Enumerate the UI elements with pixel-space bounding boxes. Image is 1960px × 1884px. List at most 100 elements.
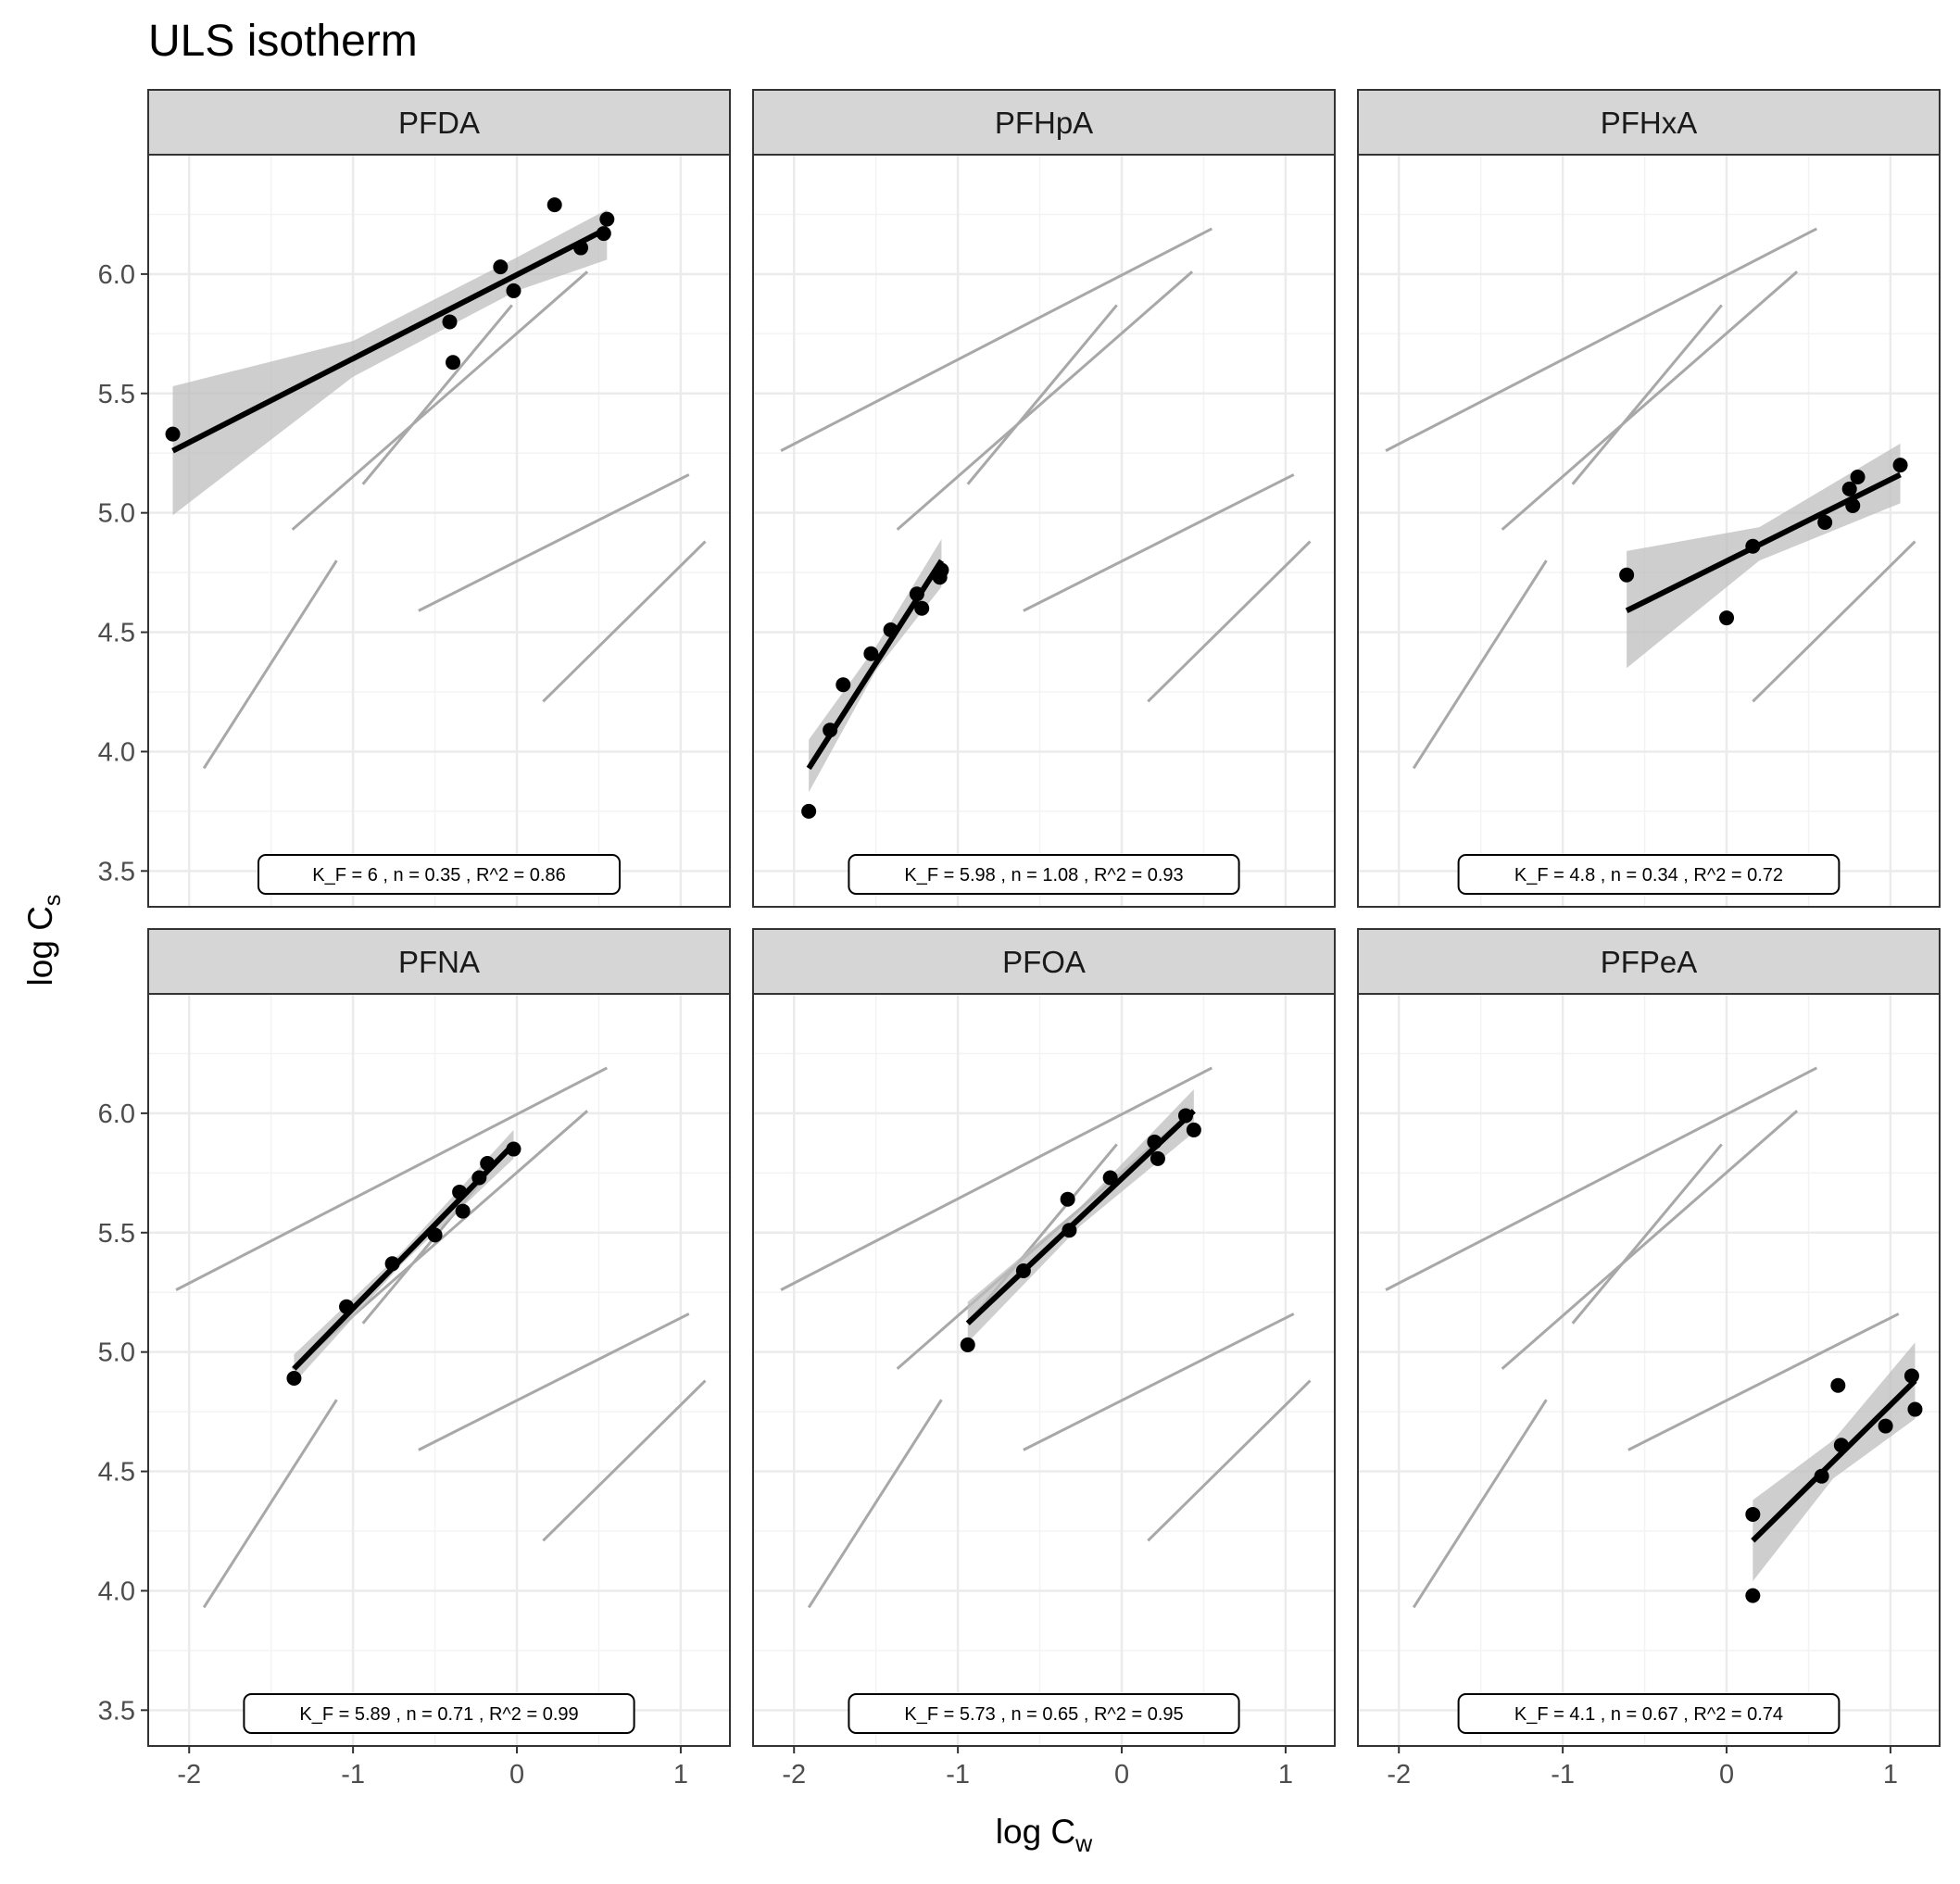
data-point <box>471 1170 487 1186</box>
y-tick-label: 5.0 <box>98 499 135 529</box>
x-tick-label: -1 <box>946 1760 970 1790</box>
data-point <box>573 240 589 256</box>
data-point <box>934 562 949 578</box>
panel-background <box>1358 155 1940 907</box>
reference-fit-line <box>966 304 1118 485</box>
isotherm-params-label: K_F = 4.8 , n = 0.34 , R^2 = 0.72 <box>1514 865 1783 885</box>
x-tick-label: -2 <box>177 1760 201 1790</box>
isotherm-params-box <box>848 854 1240 895</box>
strip-label: PFHxA <box>1601 106 1698 140</box>
y-tick-label: 4.0 <box>98 1576 135 1606</box>
panel-border <box>1357 154 1941 908</box>
reference-fit-line <box>1571 1143 1723 1325</box>
x-tick-label: -2 <box>782 1760 806 1790</box>
data-point <box>1102 1170 1118 1186</box>
x-axis-label-sub: w <box>1074 1831 1093 1857</box>
strip-background <box>1357 928 1941 995</box>
y-axis-label-main: log C <box>21 906 59 986</box>
reference-fit-line <box>361 304 513 485</box>
data-point <box>823 722 838 738</box>
panel-pfpea: PFPeA K_F = 4.1 , n = 0.67 , R^2 = 0.74 -2… <box>1357 928 1941 1790</box>
reference-fit-line <box>542 540 707 703</box>
data-point <box>506 1141 521 1157</box>
data-point <box>960 1337 975 1352</box>
reference-fit-line <box>1412 1399 1548 1609</box>
data-point <box>1150 1150 1165 1166</box>
strip-background <box>147 928 731 995</box>
data-point <box>442 314 458 330</box>
panel-pfda: PFDA K_F = 6 , n = 0.35 , R^2 = 0.86 3.5 4.… <box>98 89 731 908</box>
reference-fit-line <box>1023 473 1295 612</box>
data-point <box>801 803 817 819</box>
data-point <box>1745 1588 1761 1603</box>
data-point <box>452 1184 468 1199</box>
data-point <box>1814 1468 1829 1484</box>
y-axis-label-sub: s <box>40 895 66 907</box>
reference-fit-line <box>1752 540 1916 703</box>
isotherm-params-box <box>848 1693 1240 1734</box>
strip-label: PFOA <box>1002 945 1086 979</box>
y-tick-label: 3.5 <box>98 1696 135 1726</box>
panel-border <box>147 993 731 1747</box>
data-point <box>384 1256 400 1272</box>
reference-fit-line <box>542 1379 707 1542</box>
reference-fit-line <box>1501 1110 1799 1370</box>
data-point <box>599 211 615 227</box>
reference-fit-line <box>896 270 1194 531</box>
y-tick-label: 4.5 <box>98 619 135 648</box>
reference-fit-line <box>1385 227 1818 452</box>
reference-fit-line <box>1501 270 1799 531</box>
data-point <box>914 600 930 616</box>
data-point <box>1186 1122 1201 1137</box>
x-tick-label: 1 <box>673 1760 688 1790</box>
data-point <box>1178 1108 1194 1124</box>
x-tick-label: -2 <box>1387 1760 1411 1790</box>
panel-pfhpa: PFHpA K_F = 5.98 , n = 1.08 , R^2 = 0.93 <box>752 89 1336 908</box>
x-tick-label: -1 <box>1551 1760 1575 1790</box>
data-point <box>1060 1191 1075 1207</box>
strip-label: PFHpA <box>995 106 1093 140</box>
strip-background <box>752 89 1336 156</box>
data-point <box>506 283 521 298</box>
data-point <box>909 586 924 602</box>
data-point <box>493 259 509 275</box>
data-point <box>446 355 461 371</box>
x-tick-label: -1 <box>341 1760 365 1790</box>
data-point <box>427 1227 443 1243</box>
data-point <box>547 197 562 213</box>
data-point <box>480 1156 496 1172</box>
reference-fit-line <box>1147 540 1312 703</box>
panel-content: K_F = 4.8 , n = 0.34 , R^2 = 0.72 <box>1358 155 1940 907</box>
data-point <box>339 1299 355 1314</box>
strip-label: PFDA <box>398 106 480 140</box>
fit-line <box>171 226 609 454</box>
y-tick-label: 5.5 <box>98 380 135 409</box>
panel-pfhxa: PFHxA K_F = 4.8 , n = 0.34 , R^2 = 0.72 <box>1357 89 1941 908</box>
fit-line <box>1751 1378 1917 1543</box>
data-point <box>863 646 879 661</box>
y-tick-label: 6.0 <box>98 260 135 290</box>
data-point <box>1903 1368 1919 1384</box>
chart-title: ULS isotherm <box>148 17 418 66</box>
panel-content: K_F = 6 , n = 0.35 , R^2 = 0.86 <box>148 155 730 907</box>
data-point <box>1830 1377 1846 1393</box>
panel-background <box>1358 994 1940 1746</box>
x-axis-label: log Cw <box>996 1813 1093 1857</box>
reference-fit-line <box>1023 1313 1295 1451</box>
panel-border <box>752 993 1336 1747</box>
panel-background <box>753 994 1335 1746</box>
panel-content: K_F = 5.98 , n = 1.08 , R^2 = 0.93 <box>753 155 1335 907</box>
x-tick-label: 0 <box>509 1760 524 1790</box>
reference-fit-line <box>1627 1313 1900 1451</box>
panel-content: K_F = 4.1 , n = 0.67 , R^2 = 0.74 <box>1358 994 1940 1746</box>
reference-fit-line <box>202 559 338 770</box>
y-tick-label: 4.0 <box>98 737 135 767</box>
data-point <box>1841 481 1857 496</box>
y-axis-label: log Cs <box>21 895 66 986</box>
data-point <box>1907 1401 1923 1417</box>
data-point <box>596 226 611 242</box>
data-point <box>1745 538 1761 554</box>
panel-pfoa: PFOA K_F = 5.73 , n = 0.65 , R^2 = 0.95 -2… <box>752 928 1336 1790</box>
data-point <box>455 1203 471 1219</box>
